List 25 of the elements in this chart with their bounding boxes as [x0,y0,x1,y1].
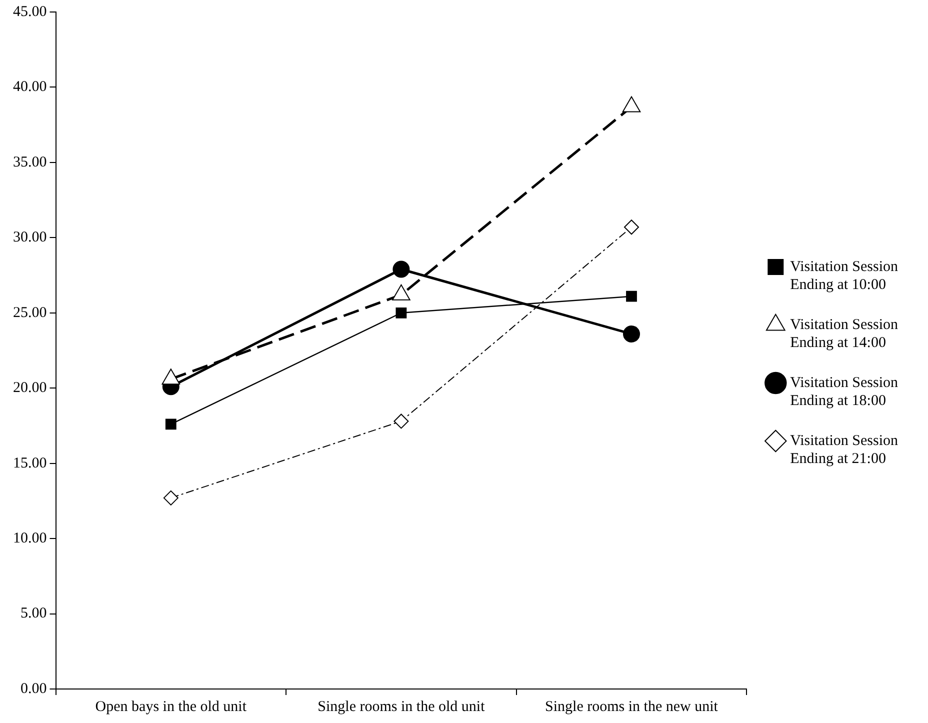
x-tick-label: Single rooms in the new unit [545,698,719,715]
point [394,414,409,429]
point [396,307,407,318]
y-tick-label: 25.00 [13,304,47,321]
y-tick-label: 0.00 [20,680,47,697]
point [622,325,640,342]
y-tick-label: 35.00 [13,154,47,170]
legend-label: Visitation Session Ending at 10:00 [790,258,898,293]
legend-label: Visitation Session Ending at 14:00 [790,316,898,351]
y-tick-label: 40.00 [13,79,47,96]
point [392,260,410,278]
y-tick-label: 20.00 [13,380,47,396]
x-tick-label: Single rooms in the old unit [318,698,486,715]
y-tick-label: 10.00 [13,530,47,546]
x-tick-label: Open bays in the old unit [95,698,248,715]
y-tick-label: 5.00 [20,606,47,622]
legend-label: Visitation Session Ending at 18:00 [790,374,898,409]
point [165,418,176,430]
y-tick-label: 30.00 [13,230,47,246]
point [163,490,178,506]
legend-label: Visitation Session Ending at 21:00 [790,432,898,467]
point [624,220,639,235]
point [626,290,637,302]
y-tick-label: 45.00 [13,4,47,20]
y-tick-label: 15.00 [13,455,47,472]
